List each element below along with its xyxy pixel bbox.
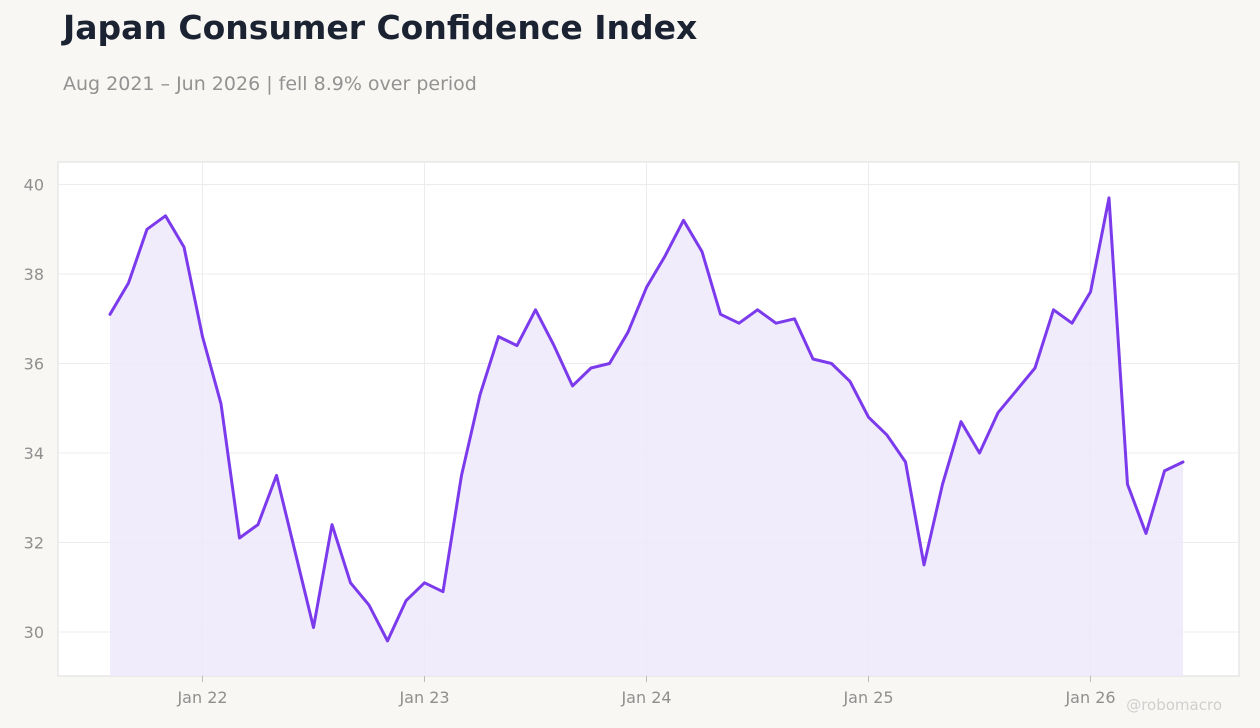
data-point: [497, 335, 501, 339]
data-point: [867, 415, 871, 419]
data-point: [904, 460, 908, 464]
x-tick-label: Jan 25: [842, 688, 893, 707]
watermark: @robomacro: [1126, 696, 1222, 714]
data-point: [1144, 532, 1148, 536]
chart-title: Japan Consumer Confidence Index: [63, 8, 698, 47]
data-point: [182, 245, 186, 249]
data-point: [1015, 388, 1019, 392]
x-tick-label: Jan 23: [398, 688, 449, 707]
data-point: [978, 451, 982, 455]
line-layer: [108, 196, 1185, 643]
data-point: [922, 563, 926, 567]
data-point: [1107, 196, 1111, 200]
data-point: [164, 214, 168, 218]
chart-subtitle: Aug 2021 – Jun 2026 | fell 8.9% over per…: [63, 73, 477, 95]
data-point: [608, 362, 612, 366]
y-tick-label: 34: [24, 444, 44, 463]
data-point: [423, 581, 427, 585]
data-point: [256, 523, 260, 527]
y-tick-label: 30: [24, 623, 44, 642]
data-point: [959, 420, 963, 424]
data-point: [534, 308, 538, 312]
series-area: [110, 197, 1183, 676]
data-point: [275, 473, 279, 477]
x-tick-label: Jan 26: [1064, 688, 1115, 707]
y-tick-label: 36: [24, 355, 44, 374]
data-point: [663, 254, 667, 258]
data-point: [552, 344, 556, 348]
y-tick-label: 40: [24, 176, 44, 195]
data-point: [201, 335, 205, 339]
data-point: [1033, 366, 1037, 370]
data-point: [1163, 469, 1167, 473]
data-point: [349, 581, 353, 585]
y-tick-label: 32: [24, 534, 44, 553]
data-point: [1181, 460, 1185, 464]
data-point: [774, 321, 778, 325]
data-point: [312, 626, 316, 630]
data-point: [793, 317, 797, 321]
data-point: [700, 250, 704, 254]
data-point: [367, 603, 371, 607]
data-point: [127, 281, 131, 285]
area-layer: [110, 197, 1183, 676]
series-line: [108, 196, 1185, 643]
data-point: [515, 344, 519, 348]
data-point: [1126, 482, 1130, 486]
data-point: [238, 536, 242, 540]
data-point: [719, 312, 723, 316]
data-point: [108, 312, 112, 316]
data-point: [811, 357, 815, 361]
data-point: [589, 366, 593, 370]
data-point: [1070, 321, 1074, 325]
data-point: [404, 599, 408, 603]
data-point: [1052, 308, 1056, 312]
data-point: [293, 549, 297, 553]
data-point: [145, 227, 149, 231]
data-point: [885, 433, 889, 437]
axis-labels: 30 32 34 36 38 40 Jan 22 Jan 23 Jan 24 Jan 25 Jan …: [24, 176, 1116, 708]
data-point: [941, 482, 945, 486]
data-point: [1089, 290, 1093, 294]
data-point: [441, 590, 445, 594]
data-point: [830, 362, 834, 366]
data-point: [460, 473, 464, 477]
data-point: [848, 379, 852, 383]
data-point: [571, 384, 575, 388]
x-tick-label: Jan 24: [620, 688, 671, 707]
data-point: [478, 393, 482, 397]
data-point: [737, 321, 741, 325]
data-point: [682, 218, 686, 222]
y-tick-label: 38: [24, 265, 44, 284]
x-tick-label: Jan 22: [176, 688, 227, 707]
data-point: [330, 523, 334, 527]
data-point: [645, 285, 649, 289]
data-point: [626, 330, 630, 334]
data-point: [756, 308, 760, 312]
data-point: [219, 402, 223, 406]
data-point: [386, 639, 390, 643]
data-point: [996, 411, 1000, 415]
